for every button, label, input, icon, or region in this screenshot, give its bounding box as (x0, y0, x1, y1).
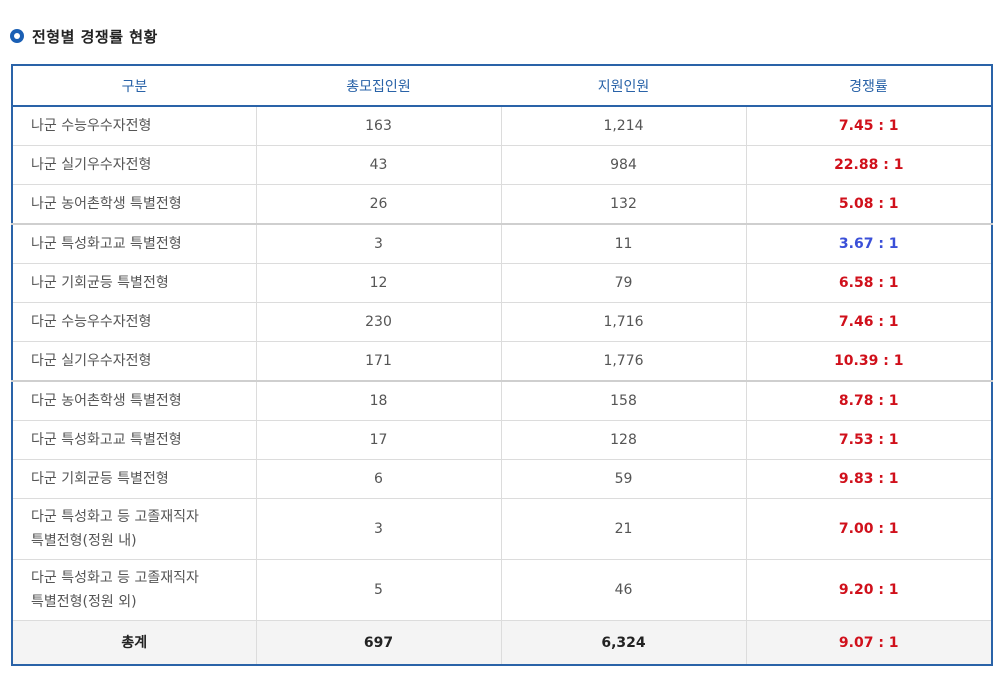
row-applicants: 59 (501, 459, 747, 499)
row-name: 다군 실기우수자전형 (12, 341, 257, 382)
row-quota: 6 (256, 459, 502, 499)
row-ratio: 10.39 : 1 (746, 341, 992, 382)
row-applicants: 984 (501, 145, 747, 185)
row-name: 나군 특성화고교 특별전형 (12, 224, 257, 264)
row-applicants: 11 (501, 224, 747, 264)
row-applicants: 46 (501, 559, 747, 621)
header-applicants: 지원인원 (501, 65, 746, 107)
table-row: 나군 농어촌학생 특별전형 26 132 5.08 : 1 (12, 184, 992, 225)
row-quota: 5 (256, 559, 502, 621)
row-applicants: 1,776 (501, 341, 747, 382)
table-row: 다군 실기우수자전형 171 1,776 10.39 : 1 (12, 341, 992, 382)
row-name-line1: 다군 특성화고 등 고졸재직자 (31, 570, 199, 586)
row-name-line2: 특별전형(정원 외) (31, 594, 137, 610)
table-row: 다군 특성화고교 특별전형 17 128 7.53 : 1 (12, 420, 992, 460)
row-name: 다군 수능우수자전형 (12, 302, 257, 342)
row-applicants: 1,716 (501, 302, 747, 342)
header-ratio: 경쟁률 (746, 65, 992, 107)
row-ratio: 3.67 : 1 (746, 224, 992, 264)
row-name: 다군 특성화고 등 고졸재직자 특별전형(정원 내) (12, 498, 257, 560)
table-row: 다군 특성화고 등 고졸재직자 특별전형(정원 내) 3 21 7.00 : 1 (12, 498, 992, 560)
header-quota: 총모집인원 (256, 65, 501, 107)
row-quota: 18 (256, 381, 502, 421)
header-category: 구분 (12, 65, 256, 107)
row-applicants: 1,214 (501, 106, 747, 146)
table-row: 다군 수능우수자전형 230 1,716 7.46 : 1 (12, 302, 992, 342)
row-quota: 163 (256, 106, 502, 146)
table-row: 나군 기회균등 특별전형 12 79 6.58 : 1 (12, 263, 992, 303)
total-applicants: 6,324 (501, 620, 747, 665)
competition-rate-table: 구분 총모집인원 지원인원 경쟁률 나군 수능우수자전형 163 1,214 7… (11, 64, 993, 666)
table-row: 다군 농어촌학생 특별전형 18 158 8.78 : 1 (12, 381, 992, 421)
table-total-row: 총계 697 6,324 9.07 : 1 (12, 620, 992, 665)
table-row: 나군 특성화고교 특별전형 3 11 3.67 : 1 (12, 224, 992, 264)
row-name: 나군 농어촌학생 특별전형 (12, 184, 257, 225)
row-applicants: 128 (501, 420, 747, 460)
section-header: 전형별 경쟁률 현황 (10, 25, 158, 47)
row-name-line1: 다군 특성화고 등 고졸재직자 (31, 509, 199, 525)
row-name: 다군 특성화고교 특별전형 (12, 420, 257, 460)
row-ratio: 7.46 : 1 (746, 302, 992, 342)
row-quota: 3 (256, 224, 502, 264)
row-ratio: 6.58 : 1 (746, 263, 992, 303)
row-ratio: 22.88 : 1 (746, 145, 992, 185)
row-name-line2: 특별전형(정원 내) (31, 533, 137, 549)
row-quota: 17 (256, 420, 502, 460)
total-ratio: 9.07 : 1 (746, 620, 992, 665)
row-name: 다군 특성화고 등 고졸재직자 특별전형(정원 외) (12, 559, 257, 621)
table-header-row: 구분 총모집인원 지원인원 경쟁률 (12, 65, 992, 107)
row-ratio: 9.83 : 1 (746, 459, 992, 499)
row-ratio: 5.08 : 1 (746, 184, 992, 225)
row-quota: 12 (256, 263, 502, 303)
row-ratio: 7.53 : 1 (746, 420, 992, 460)
row-quota: 3 (256, 498, 502, 560)
table-row: 다군 기회균등 특별전형 6 59 9.83 : 1 (12, 459, 992, 499)
table-row: 나군 실기우수자전형 43 984 22.88 : 1 (12, 145, 992, 185)
row-quota: 230 (256, 302, 502, 342)
table-row: 나군 수능우수자전형 163 1,214 7.45 : 1 (12, 106, 992, 146)
row-name: 다군 농어촌학생 특별전형 (12, 381, 257, 421)
row-applicants: 132 (501, 184, 747, 225)
row-quota: 171 (256, 341, 502, 382)
row-ratio: 8.78 : 1 (746, 381, 992, 421)
row-ratio: 7.00 : 1 (746, 498, 992, 560)
row-name: 나군 실기우수자전형 (12, 145, 257, 185)
table-row: 다군 특성화고 등 고졸재직자 특별전형(정원 외) 5 46 9.20 : 1 (12, 559, 992, 621)
row-ratio: 9.20 : 1 (746, 559, 992, 621)
row-applicants: 158 (501, 381, 747, 421)
row-applicants: 21 (501, 498, 747, 560)
row-name: 나군 수능우수자전형 (12, 106, 257, 146)
row-name: 나군 기회균등 특별전형 (12, 263, 257, 303)
total-label: 총계 (12, 620, 257, 665)
row-quota: 43 (256, 145, 502, 185)
section-title: 전형별 경쟁률 현황 (32, 27, 158, 46)
total-quota: 697 (256, 620, 502, 665)
row-applicants: 79 (501, 263, 747, 303)
row-ratio: 7.45 : 1 (746, 106, 992, 146)
row-quota: 26 (256, 184, 502, 225)
row-name: 다군 기회균등 특별전형 (12, 459, 257, 499)
radio-bullet-icon (10, 29, 24, 43)
